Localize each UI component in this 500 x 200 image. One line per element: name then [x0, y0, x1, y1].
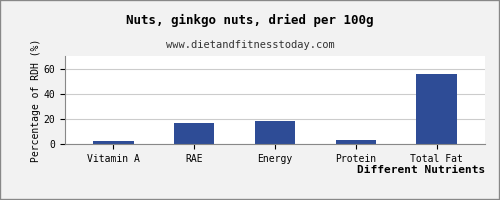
Bar	[94, 141, 134, 144]
X-axis label: Different Nutrients: Different Nutrients	[357, 165, 485, 175]
Y-axis label: Percentage of RDH (%): Percentage of RDH (%)	[30, 38, 41, 162]
Bar	[416, 74, 457, 144]
Bar	[336, 140, 376, 144]
Text: www.dietandfitnesstoday.com: www.dietandfitnesstoday.com	[166, 40, 334, 50]
Bar	[174, 123, 214, 144]
Text: Nuts, ginkgo nuts, dried per 100g: Nuts, ginkgo nuts, dried per 100g	[126, 14, 374, 27]
Bar	[255, 121, 295, 144]
